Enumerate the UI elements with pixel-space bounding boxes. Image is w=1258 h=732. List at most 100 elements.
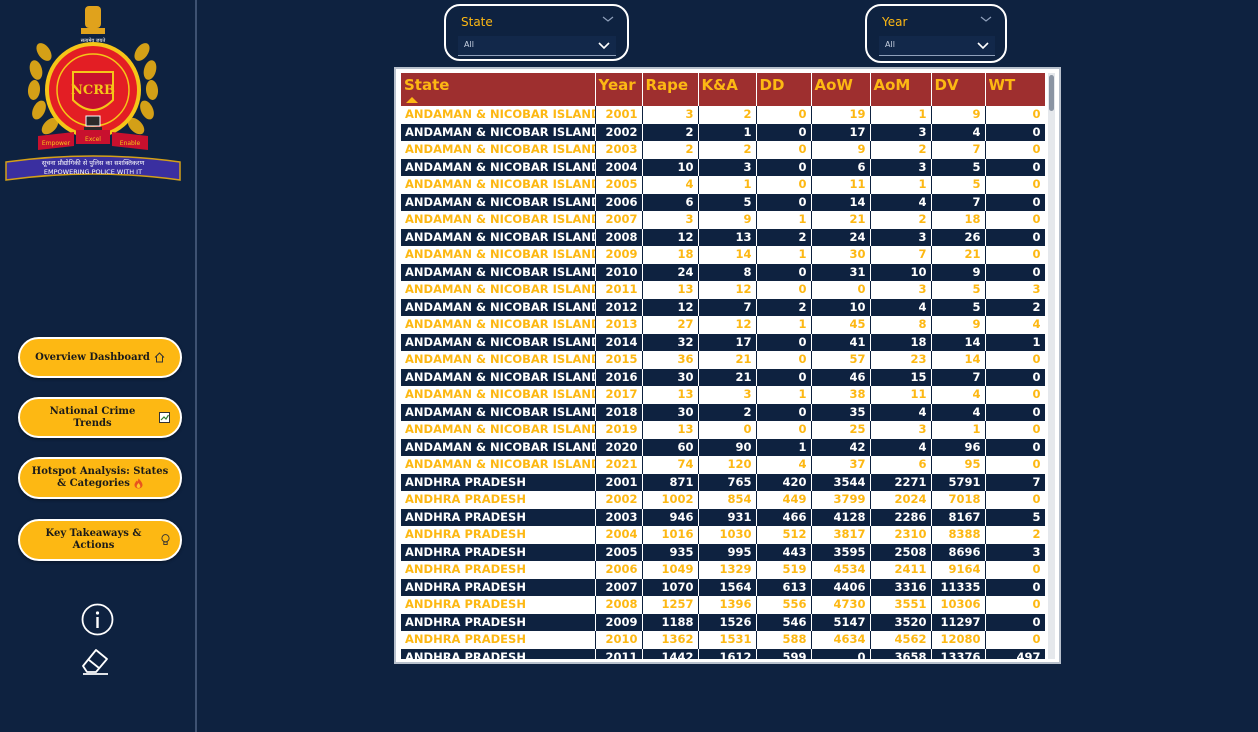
table-row[interactable]: ANDAMAN & NICOBAR ISLANDS 2004 10 3 0 6 3 5 0 xyxy=(401,158,1045,176)
table-row[interactable]: ANDAMAN & NICOBAR ISLANDS 2010 24 8 0 31 10 9 0 xyxy=(401,263,1045,281)
table-cell: 0 xyxy=(985,438,1045,456)
table-cell: 2015 xyxy=(595,351,643,369)
chevron-down-icon[interactable] xyxy=(602,14,614,24)
table-cell: ANDHRA PRADESH xyxy=(401,543,596,561)
state-slicer: State All xyxy=(444,4,629,61)
column-header-aom[interactable]: AoM xyxy=(870,73,932,106)
table-cell: 0 xyxy=(756,123,812,141)
table-cell: 0 xyxy=(756,193,812,211)
table-row[interactable]: ANDAMAN & NICOBAR ISLANDS 2012 12 7 2 10 4 5 2 xyxy=(401,298,1045,316)
column-header-rape[interactable]: Rape xyxy=(642,73,699,106)
table-row[interactable]: ANDAMAN & NICOBAR ISLANDS 2018 30 2 0 35 4 4 0 xyxy=(401,403,1045,421)
table-cell: 1 xyxy=(870,106,932,124)
table-cell: 5 xyxy=(931,298,986,316)
table-row[interactable]: ANDAMAN & NICOBAR ISLANDS 2020 60 90 1 42 4 96 0 xyxy=(401,438,1045,456)
table-row[interactable]: ANDHRA PRADESH 2003 946 931 466 4128 2286 8167 5 xyxy=(401,508,1045,526)
info-icon[interactable] xyxy=(81,603,114,636)
lightbulb-icon xyxy=(161,534,170,546)
table-row[interactable]: ANDHRA PRADESH 2010 1362 1531 588 4634 4562 120… xyxy=(401,631,1045,649)
table-cell: 7 xyxy=(870,246,932,264)
table-cell: 96 xyxy=(931,438,986,456)
table-viewport[interactable]: State Year Rape K&A DD AoW AoM DV WT ANDAMAN & N… xyxy=(401,73,1045,659)
table-row[interactable]: ANDAMAN & NICOBAR ISLANDS 2003 2 2 0 9 2 7 0 xyxy=(401,141,1045,159)
table-cell: ANDAMAN & NICOBAR ISLANDS xyxy=(401,246,596,264)
table-row[interactable]: ANDAMAN & NICOBAR ISLANDS 2006 6 5 0 14 4 7 0 xyxy=(401,193,1045,211)
table-cell: 9 xyxy=(931,316,986,334)
chevron-down-icon[interactable] xyxy=(980,14,992,24)
table-cell: 995 xyxy=(698,543,757,561)
table-cell: 2012 xyxy=(595,298,643,316)
table-row[interactable]: ANDAMAN & NICOBAR ISLANDS 2013 27 12 1 45 8 9 4 xyxy=(401,316,1045,334)
table-row[interactable]: ANDHRA PRADESH 2011 1442 1612 599 0 3658 13376 4… xyxy=(401,648,1045,659)
vertical-scrollbar[interactable] xyxy=(1048,73,1055,659)
table-row[interactable]: ANDHRA PRADESH 2009 1188 1526 546 5147 3520 112… xyxy=(401,613,1045,631)
state-dropdown[interactable]: All xyxy=(458,36,616,56)
home-icon xyxy=(154,352,165,363)
table-row[interactable]: ANDAMAN & NICOBAR ISLANDS 2005 4 1 0 11 1 5 0 xyxy=(401,176,1045,194)
table-cell: 0 xyxy=(985,141,1045,159)
table-cell: ANDAMAN & NICOBAR ISLANDS xyxy=(401,193,596,211)
column-header-dd[interactable]: DD xyxy=(756,73,812,106)
column-header-dv[interactable]: DV xyxy=(931,73,986,106)
table-cell: 2 xyxy=(870,141,932,159)
table-row[interactable]: ANDHRA PRADESH 2007 1070 1564 613 4406 3316 113… xyxy=(401,578,1045,596)
table-row[interactable]: ANDAMAN & NICOBAR ISLANDS 2016 30 21 0 46 15 7 0 xyxy=(401,368,1045,386)
table-row[interactable]: ANDAMAN & NICOBAR ISLANDS 2002 2 1 0 17 3 4 0 xyxy=(401,123,1045,141)
table-row[interactable]: ANDAMAN & NICOBAR ISLANDS 2001 3 2 0 19 1 9 0 xyxy=(401,106,1045,124)
table-row[interactable]: ANDHRA PRADESH 2004 1016 1030 512 3817 2310 838… xyxy=(401,526,1045,544)
column-header-state[interactable]: State xyxy=(401,73,596,106)
table-cell: 9 xyxy=(931,106,986,124)
table-row[interactable]: ANDHRA PRADESH 2001 871 765 420 3544 2271 5791 7 xyxy=(401,473,1045,491)
column-header-year[interactable]: Year xyxy=(595,73,643,106)
table-cell: 420 xyxy=(756,473,812,491)
table-row[interactable]: ANDHRA PRADESH 2006 1049 1329 519 4534 2411 916… xyxy=(401,561,1045,579)
national-crime-trends-button[interactable]: National Crime Trends xyxy=(18,397,182,438)
table-cell: 45 xyxy=(811,316,871,334)
table-cell: ANDAMAN & NICOBAR ISLANDS xyxy=(401,351,596,369)
table-row[interactable]: ANDAMAN & NICOBAR ISLANDS 2021 74 120 4 37 6 95… xyxy=(401,456,1045,474)
column-header-k-a[interactable]: K&A xyxy=(698,73,757,106)
table-row[interactable]: ANDHRA PRADESH 2008 1257 1396 556 4730 3551 103… xyxy=(401,596,1045,614)
table-cell: 443 xyxy=(756,543,812,561)
overview-dashboard-button[interactable]: Overview Dashboard xyxy=(18,337,182,378)
table-cell: 38 xyxy=(811,386,871,404)
column-header-wt[interactable]: WT xyxy=(985,73,1045,106)
table-cell: 31 xyxy=(811,263,871,281)
table-row[interactable]: ANDAMAN & NICOBAR ISLANDS 2009 18 14 1 30 7 21 0 xyxy=(401,246,1045,264)
table-cell: 0 xyxy=(985,176,1045,194)
table-cell: 3551 xyxy=(870,596,932,614)
ncrb-logo: NCRB सत्यमेव जयते Empower Excel Enable स… xyxy=(4,2,182,186)
table-cell: 3658 xyxy=(870,648,932,659)
table-cell: 2009 xyxy=(595,246,643,264)
table-cell: 2019 xyxy=(595,421,643,439)
overview-dashboard-label: Overview Dashboard xyxy=(35,351,150,363)
scrollbar-thumb[interactable] xyxy=(1049,75,1054,111)
table-cell: 3544 xyxy=(811,473,871,491)
table-cell: 32 xyxy=(642,333,699,351)
table-cell: 1612 xyxy=(698,648,757,659)
table-cell: 2001 xyxy=(595,106,643,124)
table-cell: 1257 xyxy=(642,596,699,614)
table-row[interactable]: ANDHRA PRADESH 2002 1002 854 449 3799 2024 7018… xyxy=(401,491,1045,509)
table-row[interactable]: ANDHRA PRADESH 2005 935 995 443 3595 2508 8696 3 xyxy=(401,543,1045,561)
table-cell: 0 xyxy=(756,158,812,176)
table-row[interactable]: ANDAMAN & NICOBAR ISLANDS 2017 13 3 1 38 11 4 0 xyxy=(401,386,1045,404)
table-cell: ANDHRA PRADESH xyxy=(401,613,596,631)
column-header-label: Rape xyxy=(645,76,689,94)
table-cell: 17 xyxy=(698,333,757,351)
table-cell: 1 xyxy=(985,333,1045,351)
table-row[interactable]: ANDAMAN & NICOBAR ISLANDS 2014 32 17 0 41 18 14… xyxy=(401,333,1045,351)
column-header-aow[interactable]: AoW xyxy=(811,73,871,106)
eraser-icon[interactable] xyxy=(80,646,110,676)
table-cell: 5 xyxy=(931,176,986,194)
table-row[interactable]: ANDAMAN & NICOBAR ISLANDS 2007 3 9 1 21 2 18 0 xyxy=(401,211,1045,229)
table-cell: 3 xyxy=(642,211,699,229)
year-dropdown[interactable]: All xyxy=(879,36,995,56)
table-row[interactable]: ANDAMAN & NICOBAR ISLANDS 2011 13 12 0 0 3 5 3 xyxy=(401,281,1045,299)
table-row[interactable]: ANDAMAN & NICOBAR ISLANDS 2015 36 21 0 57 23 14… xyxy=(401,351,1045,369)
key-takeaways-button[interactable]: Key Takeaways & Actions xyxy=(18,519,182,561)
table-row[interactable]: ANDAMAN & NICOBAR ISLANDS 2008 12 13 2 24 3 26 0 xyxy=(401,228,1045,246)
table-row[interactable]: ANDAMAN & NICOBAR ISLANDS 2019 13 0 0 25 3 1 0 xyxy=(401,421,1045,439)
hotspot-analysis-button[interactable]: Hotspot Analysis: States & Categories xyxy=(18,457,182,499)
